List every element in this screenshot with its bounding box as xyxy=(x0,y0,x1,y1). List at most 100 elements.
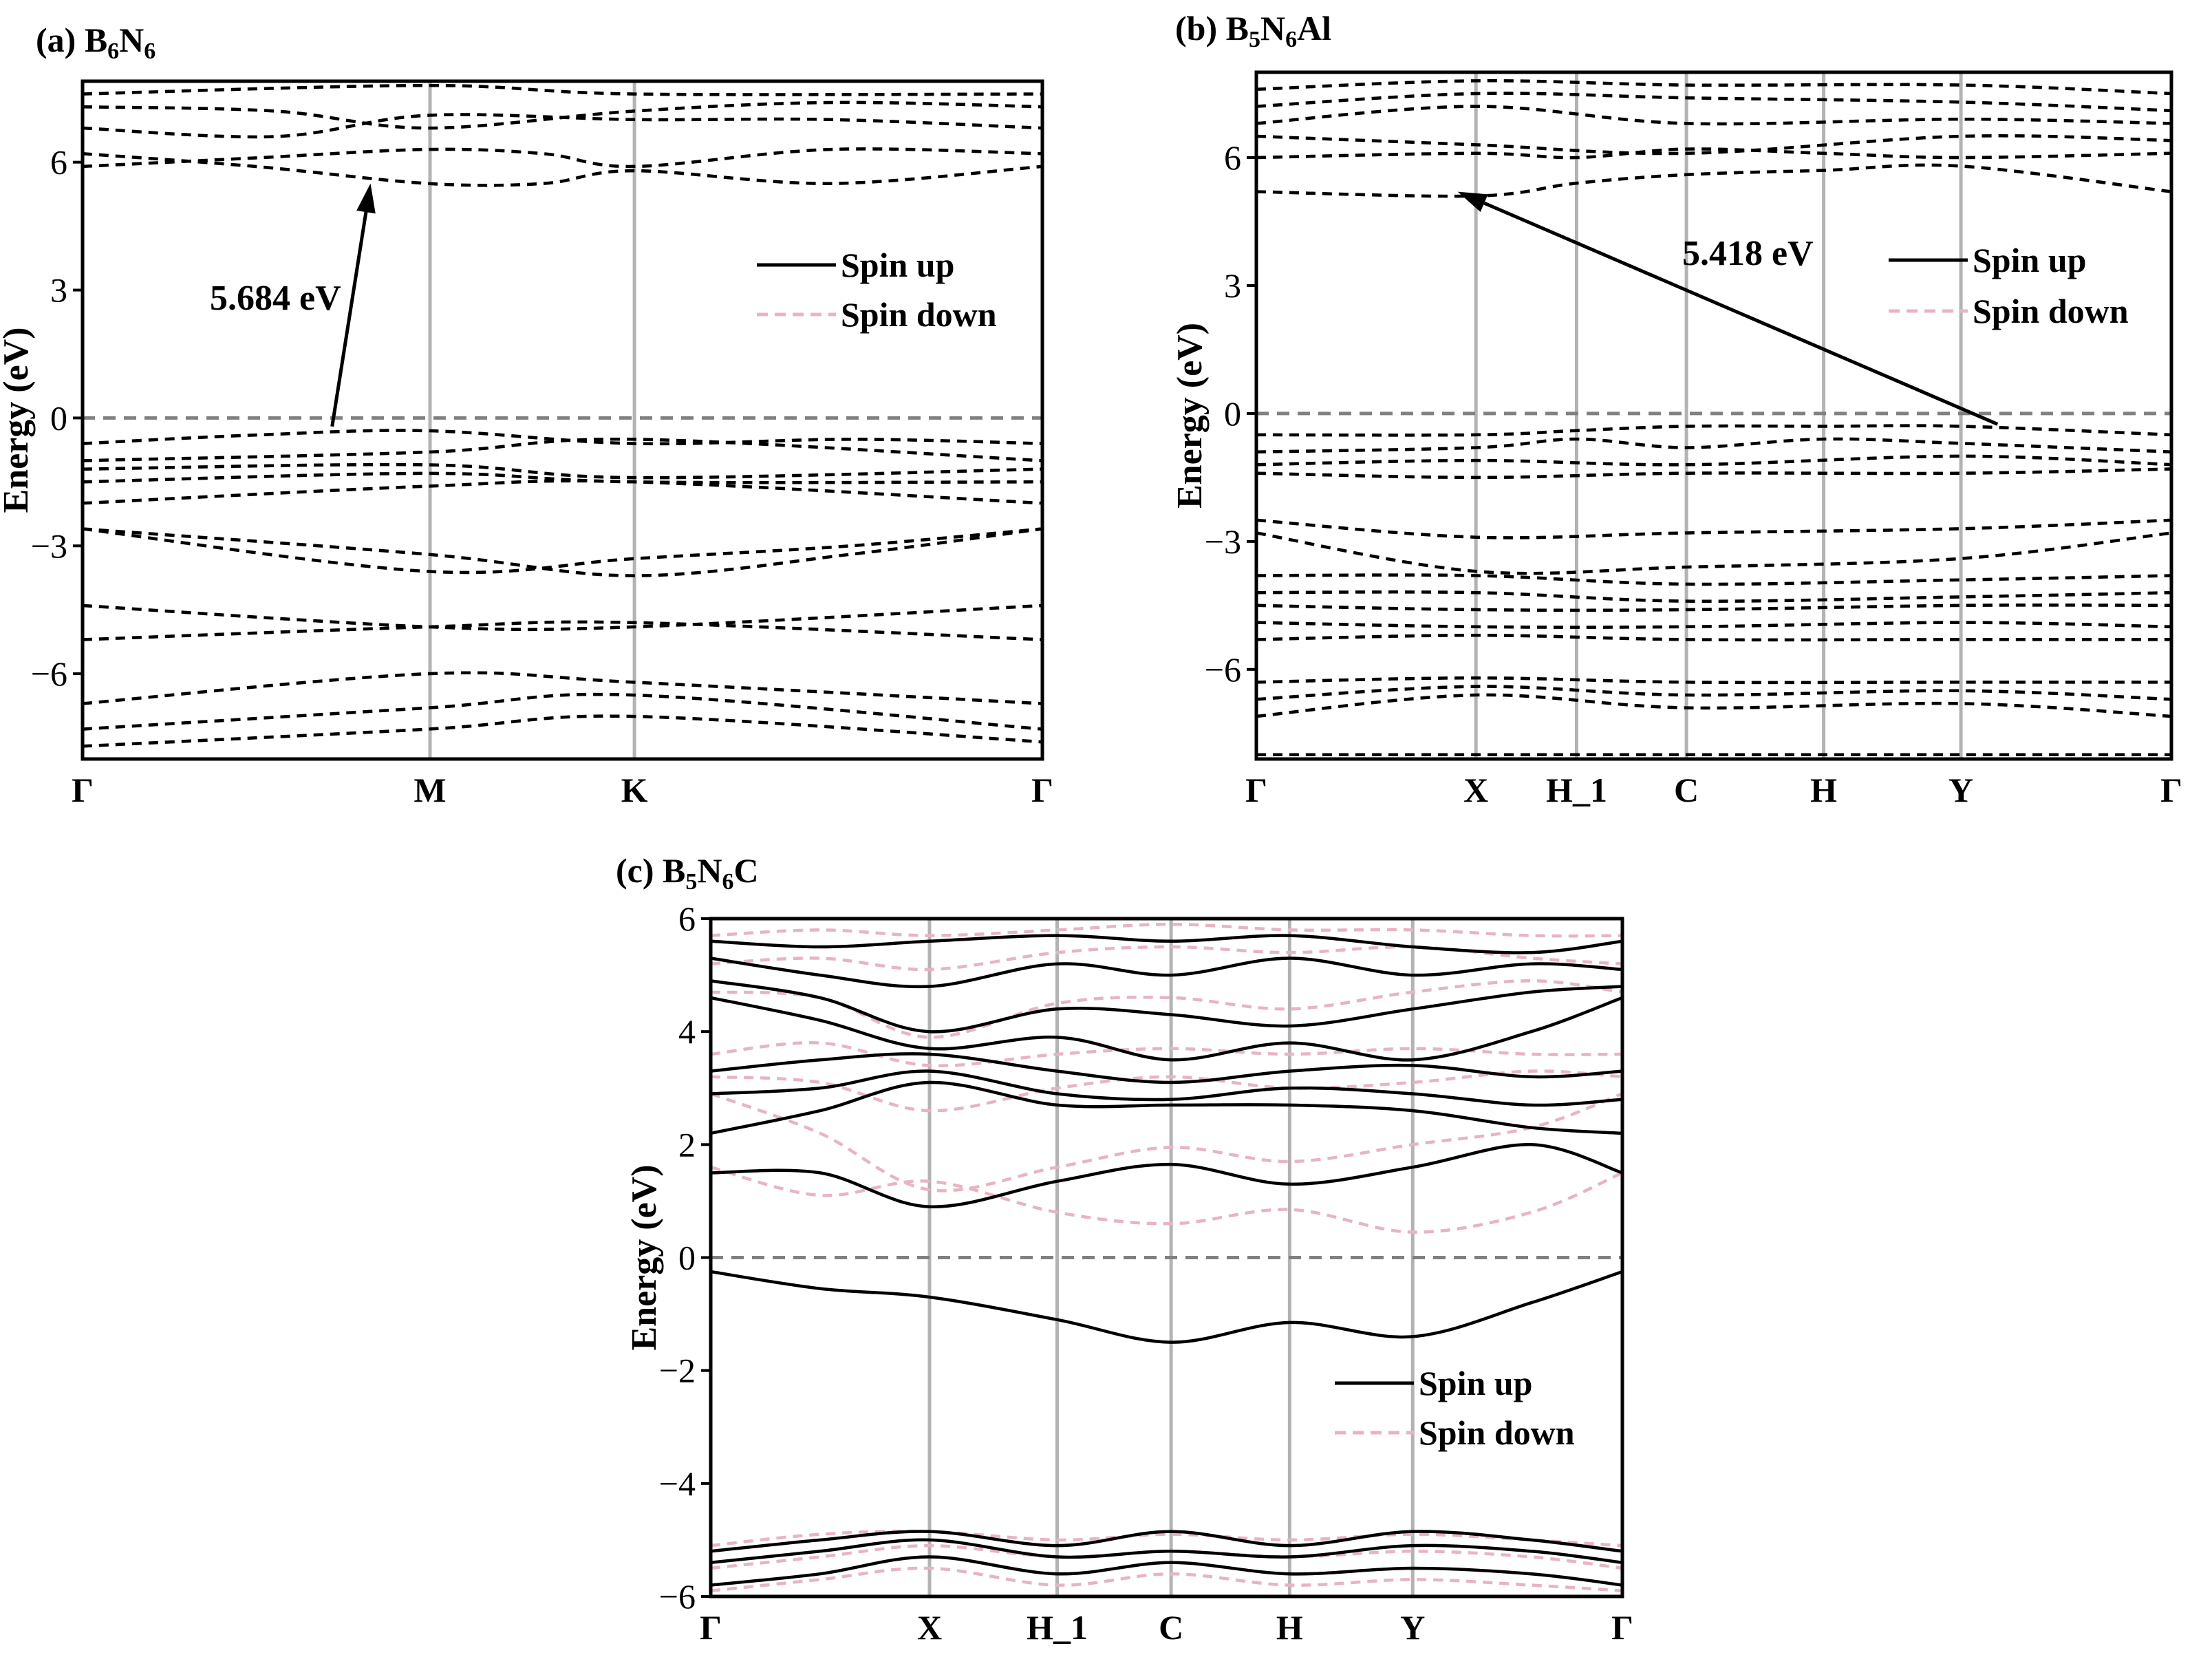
spin-up-band-4 xyxy=(1256,92,2171,113)
spin-down-band-12 xyxy=(83,603,1042,632)
spin-up-band-7 xyxy=(83,462,1042,480)
spin-up-band-16 xyxy=(1256,633,2171,642)
spin-up-band-6 xyxy=(711,979,1622,1034)
y-axis-label: Energy (eV) xyxy=(625,1164,664,1350)
spin-up-band-0 xyxy=(1256,163,2171,198)
kpoint-label: X xyxy=(1463,771,1488,809)
gap-arrow-shaft xyxy=(330,211,368,427)
spin-up-band-1 xyxy=(83,147,1042,169)
bands xyxy=(83,83,1042,748)
y-axis-label: Energy (eV) xyxy=(0,327,36,513)
spin-up-band-11 xyxy=(711,1555,1622,1587)
kpoint-label: H xyxy=(1276,1608,1303,1647)
legend: Spin up Spin down xyxy=(1335,1364,1575,1452)
legend-spin-down-label: Spin down xyxy=(1419,1413,1575,1452)
legend-spin-down-label: Spin down xyxy=(1973,292,2129,330)
spin-up-band-2 xyxy=(711,1080,1622,1135)
legend-spin-up-label: Spin up xyxy=(1419,1364,1532,1402)
y-tick-label: −3 xyxy=(31,526,67,565)
spin-down-band-6 xyxy=(83,437,1042,462)
spin-up-band-19 xyxy=(1256,693,2171,718)
y-tick-label: 3 xyxy=(50,271,67,310)
spin-down-band-10 xyxy=(83,527,1042,577)
spin-down-band-15 xyxy=(83,692,1042,731)
kpoint-label: C xyxy=(1159,1608,1183,1647)
spin-down-band-11 xyxy=(1256,531,2171,575)
y-tick-label: 3 xyxy=(1224,266,1241,305)
spin-down-band-5 xyxy=(711,945,1622,972)
kpoint-label: Y xyxy=(1948,771,1973,809)
spin-up-band-2 xyxy=(83,113,1042,139)
spin-up-band-11 xyxy=(83,527,1042,575)
spin-down-band-0 xyxy=(1256,163,2171,198)
gap-arrow-head xyxy=(356,183,376,214)
y-axis-label: Energy (eV) xyxy=(1170,323,1210,509)
y-tick-label: −6 xyxy=(1205,650,1241,689)
spin-down-band-2 xyxy=(1256,134,2171,156)
spin-up-band-1 xyxy=(711,1143,1622,1208)
spin-up-band-1 xyxy=(1256,147,2171,160)
spin-up-band-5 xyxy=(711,996,1622,1062)
y-tick-label: 0 xyxy=(678,1239,696,1277)
spin-up-band-9 xyxy=(83,479,1042,505)
spin-down-band-13 xyxy=(83,620,1042,641)
spin-up-band-8 xyxy=(1256,454,2171,467)
spin-up-band-12 xyxy=(83,603,1042,632)
spin-up-band-18 xyxy=(1256,685,2171,701)
spin-up-band-15 xyxy=(1256,621,2171,629)
spin-up-band-10 xyxy=(711,1538,1622,1565)
band-gap-label: 5.684 eV xyxy=(210,279,341,318)
spin-up-band-3 xyxy=(83,100,1042,130)
spin-down-band-1 xyxy=(711,1092,1622,1193)
spin-up-band-6 xyxy=(1256,424,2171,437)
kpoint-label: C xyxy=(1674,771,1699,809)
band-gap-label: 5.418 eV xyxy=(1682,234,1814,273)
kpoint-label: K xyxy=(621,771,648,809)
y-tick-label: −6 xyxy=(659,1577,696,1616)
y-tick-label: 2 xyxy=(678,1125,696,1164)
panel-title: (a) B6N6 xyxy=(36,21,155,64)
legend-spin-down-label: Spin down xyxy=(841,295,997,334)
y-tick-label: 0 xyxy=(1224,394,1241,433)
spin-up-band-10 xyxy=(1256,518,2171,539)
kpoint-label: Γ xyxy=(2160,771,2182,809)
kpoint-label: X xyxy=(917,1608,942,1647)
spin-down-band-2 xyxy=(711,1069,1622,1113)
legend: Spin up Spin down xyxy=(1889,241,2129,330)
spin-up-band-3 xyxy=(711,1069,1622,1107)
panel-title: (c) B5N6C xyxy=(616,851,759,895)
spin-up-band-3 xyxy=(1256,105,2171,126)
y-tick-label: −4 xyxy=(659,1464,696,1503)
kpoint-label: Γ xyxy=(700,1608,722,1647)
gap-arrow-head xyxy=(1457,191,1488,213)
spin-up-band-12 xyxy=(1256,573,2171,586)
y-tick-label: 0 xyxy=(50,398,67,437)
kpoint-label: Γ xyxy=(72,771,94,809)
band-panel-b: 6 3 0 −3 −6 Γ X H_1 C H Y Γ Energy (eV) (b) B5N6Al Spi… xyxy=(1170,9,2182,809)
kpoint-label: Y xyxy=(1400,1608,1425,1647)
kpoint-label: Γ xyxy=(1245,771,1267,809)
spin-up-band-16 xyxy=(83,714,1042,748)
kpoint-label: Γ xyxy=(1031,771,1053,809)
panel-title: (b) B5N6Al xyxy=(1175,9,1331,52)
spin-up-band-17 xyxy=(1256,676,2171,685)
spin-up-band-8 xyxy=(711,934,1622,954)
spin-up-band-13 xyxy=(1256,590,2171,603)
spin-down-band-9 xyxy=(711,1566,1622,1593)
kpoint-label: Γ xyxy=(1611,1608,1633,1647)
spin-up-band-13 xyxy=(83,620,1042,641)
kpoint-label: H_1 xyxy=(1027,1608,1088,1647)
spin-up-band-7 xyxy=(1256,437,2171,453)
spin-down-band-6 xyxy=(711,922,1622,938)
kpoint-label: H xyxy=(1810,771,1837,809)
spin-down-band-10 xyxy=(1256,518,2171,539)
spin-up-band-2 xyxy=(1256,134,2171,156)
spin-up-band-6 xyxy=(83,437,1042,462)
spin-up-band-4 xyxy=(711,1052,1622,1084)
spin-down-band-7 xyxy=(711,1529,1622,1548)
legend-spin-up-label: Spin up xyxy=(1973,241,2086,279)
spin-up-band-9 xyxy=(711,1530,1622,1553)
